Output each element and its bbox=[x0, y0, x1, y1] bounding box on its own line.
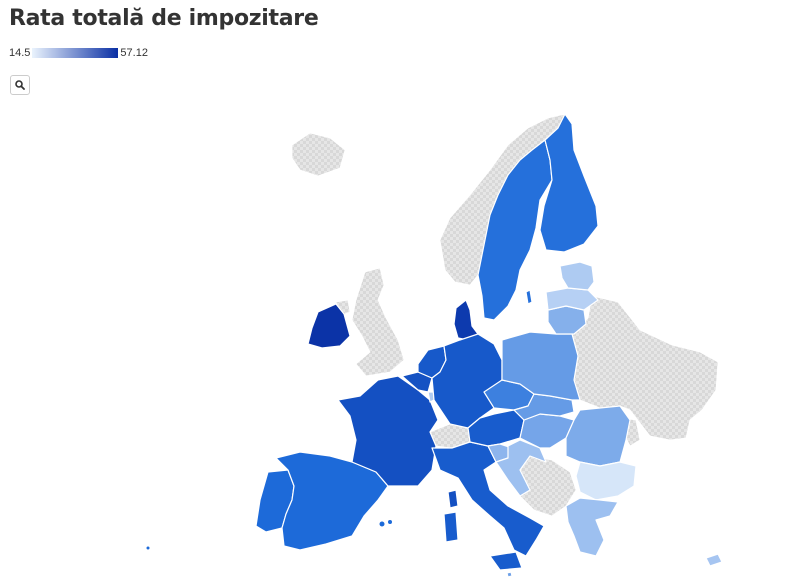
region-CY[interactable] bbox=[705, 553, 723, 567]
region-ES-canary bbox=[146, 546, 150, 550]
region-UK bbox=[351, 267, 405, 377]
region-GR[interactable] bbox=[565, 497, 619, 557]
region-MT[interactable] bbox=[506, 571, 513, 578]
region-ES[interactable] bbox=[275, 451, 389, 551]
color-legend: 14.5 57.12 bbox=[9, 46, 148, 60]
region-IT-sardinia[interactable] bbox=[443, 511, 459, 543]
region-DE[interactable] bbox=[431, 333, 503, 429]
legend-min-label: 14.5 bbox=[9, 47, 31, 59]
region-IS bbox=[291, 132, 346, 177]
data-regions bbox=[255, 113, 723, 578]
region-BE[interactable] bbox=[401, 371, 433, 393]
magnifier-icon bbox=[15, 80, 25, 90]
region-FR[interactable] bbox=[337, 375, 439, 487]
region-IE[interactable] bbox=[307, 303, 351, 349]
zoom-button[interactable] bbox=[10, 75, 30, 95]
region-ES-balearic-2 bbox=[388, 520, 392, 524]
region-FR-corsica[interactable] bbox=[447, 489, 459, 509]
legend-max-label: 57.12 bbox=[120, 47, 148, 59]
region-FI[interactable] bbox=[539, 113, 599, 253]
region-BG[interactable] bbox=[575, 461, 637, 501]
map-title: Rata totală de impozitare bbox=[9, 6, 319, 31]
region-EE[interactable] bbox=[559, 261, 595, 291]
region-RO[interactable] bbox=[565, 405, 631, 467]
region-SE[interactable] bbox=[477, 139, 553, 321]
legend-gradient-bar bbox=[32, 48, 119, 58]
region-DK[interactable] bbox=[453, 299, 479, 341]
region-IT-sicily[interactable] bbox=[489, 551, 523, 571]
region-SE-gotland[interactable] bbox=[525, 289, 533, 305]
region-ES-balearic bbox=[379, 521, 385, 527]
